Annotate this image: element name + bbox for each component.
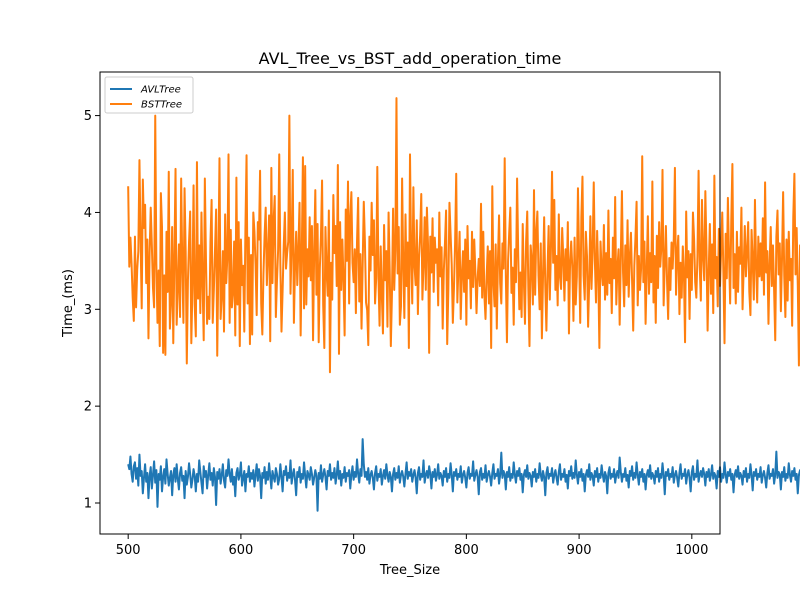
plot-frame bbox=[99, 71, 721, 535]
x-axis-label: Tree_Size bbox=[379, 563, 440, 578]
y-tick-label: 4 bbox=[84, 206, 92, 221]
x-tick-label: 500 bbox=[116, 543, 141, 558]
legend-label-bsttree: BSTTree bbox=[141, 100, 182, 111]
x-tick-label: 900 bbox=[567, 543, 592, 558]
legend-label-avltree: AVLTree bbox=[140, 85, 181, 96]
series-line-avltree bbox=[127, 438, 800, 512]
x-tick-label: 800 bbox=[454, 543, 479, 558]
series-line-bsttree bbox=[127, 97, 800, 374]
y-tick-label: 1 bbox=[84, 497, 92, 512]
y-axis: 1 2 3 4 5 bbox=[84, 109, 100, 512]
y-tick-label: 5 bbox=[84, 109, 92, 124]
x-tick-label: 1000 bbox=[675, 543, 708, 558]
y-tick-label: 3 bbox=[84, 303, 92, 318]
x-tick-label: 600 bbox=[228, 543, 253, 558]
x-tick-label: 700 bbox=[341, 543, 366, 558]
chart-title: AVL_Tree_vs_BST_add_operation_time bbox=[259, 49, 562, 69]
x-axis: 500 600 700 800 900 1000 bbox=[116, 534, 708, 558]
legend: AVLTree BSTTree bbox=[104, 76, 194, 114]
y-axis-label: Time_(ms) bbox=[61, 269, 76, 338]
y-tick-label: 2 bbox=[84, 400, 92, 415]
series-layer bbox=[127, 97, 800, 512]
